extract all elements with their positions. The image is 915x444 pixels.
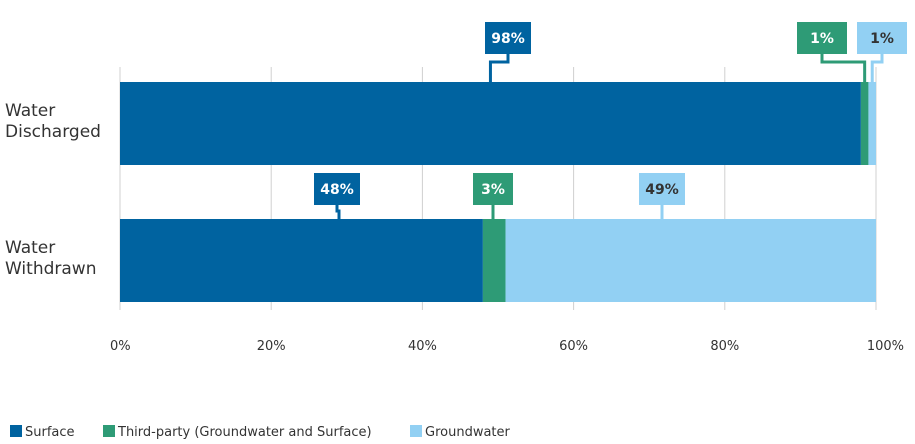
data-label-box bbox=[797, 22, 847, 54]
category-label: Water Withdrawn bbox=[5, 238, 96, 279]
category-labels: Water Discharged Water Withdrawn bbox=[5, 101, 101, 279]
x-tick-label: 100% bbox=[867, 339, 904, 354]
bar-segment bbox=[120, 219, 483, 302]
data-label-leader bbox=[488, 54, 510, 82]
bar-segment bbox=[482, 219, 506, 302]
bar-segment bbox=[860, 82, 869, 165]
data-label: 3% bbox=[481, 182, 505, 198]
data-label-leader bbox=[335, 205, 341, 219]
legend-swatch bbox=[410, 425, 422, 437]
x-tick-label: 40% bbox=[408, 339, 437, 354]
data-label: 49% bbox=[645, 182, 679, 198]
data-label: 48% bbox=[320, 182, 354, 198]
x-tick-label: 80% bbox=[710, 339, 739, 354]
bar-segment bbox=[120, 82, 861, 165]
x-tick-label: 0% bbox=[110, 339, 131, 354]
data-label: 1% bbox=[810, 31, 834, 47]
data-label-box bbox=[639, 173, 685, 205]
legend-label: Third-party (Groundwater and Surface) bbox=[117, 425, 372, 440]
legend-swatch bbox=[10, 425, 22, 437]
bars bbox=[120, 82, 876, 302]
data-label-box bbox=[857, 22, 907, 54]
x-tick-label: 20% bbox=[257, 339, 286, 354]
x-tick-label: 60% bbox=[559, 339, 588, 354]
legend-swatch bbox=[103, 425, 115, 437]
legend: Surface Third-party (Groundwater and Surf… bbox=[10, 425, 511, 440]
category-label: Water Discharged bbox=[5, 101, 101, 142]
bar-segment bbox=[505, 219, 876, 302]
bar-segment bbox=[868, 82, 876, 165]
data-label-box bbox=[314, 173, 360, 205]
x-axis-ticks: 0% 20% 40% 60% 80% 100% bbox=[110, 339, 904, 354]
data-label-leader bbox=[870, 54, 884, 82]
data-label-box bbox=[473, 173, 513, 205]
legend-label: Surface bbox=[25, 425, 75, 440]
data-label-box bbox=[485, 22, 531, 54]
legend-label: Groundwater bbox=[425, 425, 511, 440]
data-labels: 98% 1% 1% 48% 3% 49% bbox=[314, 22, 907, 219]
data-label: 1% bbox=[870, 31, 894, 47]
data-label: 98% bbox=[491, 31, 525, 47]
data-label-leader bbox=[820, 54, 867, 82]
